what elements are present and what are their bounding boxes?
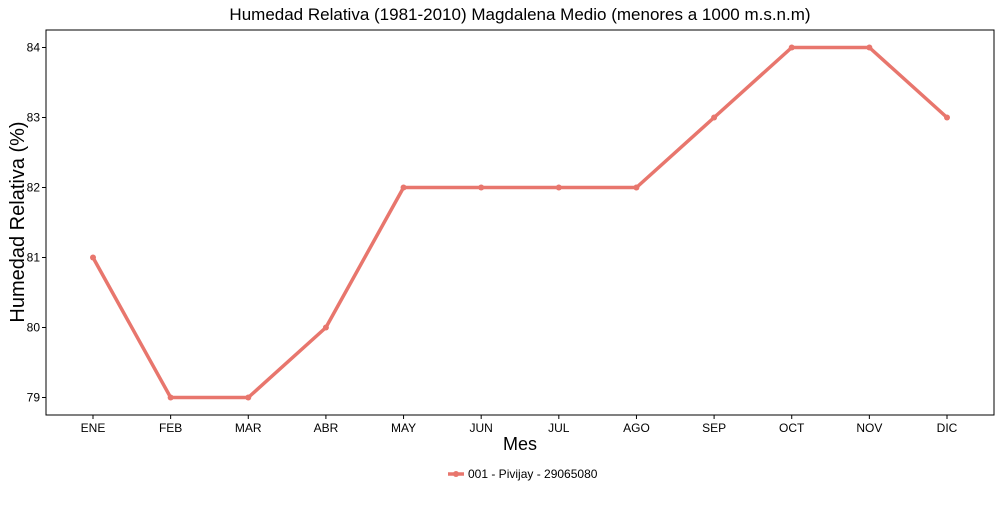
data-point	[788, 44, 795, 51]
data-point	[478, 184, 485, 191]
data-point	[633, 184, 640, 191]
y-tick-label: 82	[27, 181, 41, 195]
data-point	[245, 394, 252, 401]
x-tick-label: MAR	[235, 421, 262, 435]
x-tick-label: ABR	[314, 421, 339, 435]
plot-panel	[45, 29, 995, 416]
data-point	[866, 44, 873, 51]
x-tick-label: MAY	[391, 421, 416, 435]
legend-swatch-point	[453, 471, 459, 477]
legend-label: 001 - Pivijay - 29065080	[468, 467, 598, 481]
y-tick-label: 79	[27, 391, 41, 405]
x-tick-label: JUN	[470, 421, 493, 435]
chart-title: Humedad Relativa (1981-2010) Magdalena M…	[229, 5, 810, 24]
x-axis: ENE FEB MAR ABR MAY JUN JUL AGO SEP OCT NOV DIC	[81, 415, 958, 435]
data-point	[711, 114, 718, 121]
x-tick-label: ENE	[81, 421, 106, 435]
y-tick-label: 84	[27, 41, 41, 55]
series-layer	[90, 44, 950, 401]
series-line	[91, 45, 949, 400]
x-tick-label: OCT	[779, 421, 805, 435]
x-axis-label: Mes	[503, 434, 537, 454]
y-axis: 79 80 81 82 83 84	[27, 41, 46, 405]
data-point	[167, 394, 174, 401]
x-tick-label: SEP	[702, 421, 726, 435]
x-tick-label: NOV	[856, 421, 882, 435]
x-tick-label: DIC	[937, 421, 958, 435]
y-tick-label: 81	[27, 251, 41, 265]
y-tick-label: 83	[27, 111, 41, 125]
data-point	[944, 114, 950, 121]
x-tick-label: AGO	[623, 421, 650, 435]
y-axis-label: Humedad Relativa (%)	[7, 121, 29, 322]
x-tick-label: FEB	[159, 421, 182, 435]
data-point	[90, 254, 96, 261]
data-point	[400, 184, 407, 191]
x-tick-label: JUL	[548, 421, 570, 435]
y-tick-label: 80	[27, 321, 41, 335]
legend: 001 - Pivijay - 29065080	[448, 467, 598, 481]
data-point	[322, 324, 329, 331]
data-point	[555, 184, 562, 191]
